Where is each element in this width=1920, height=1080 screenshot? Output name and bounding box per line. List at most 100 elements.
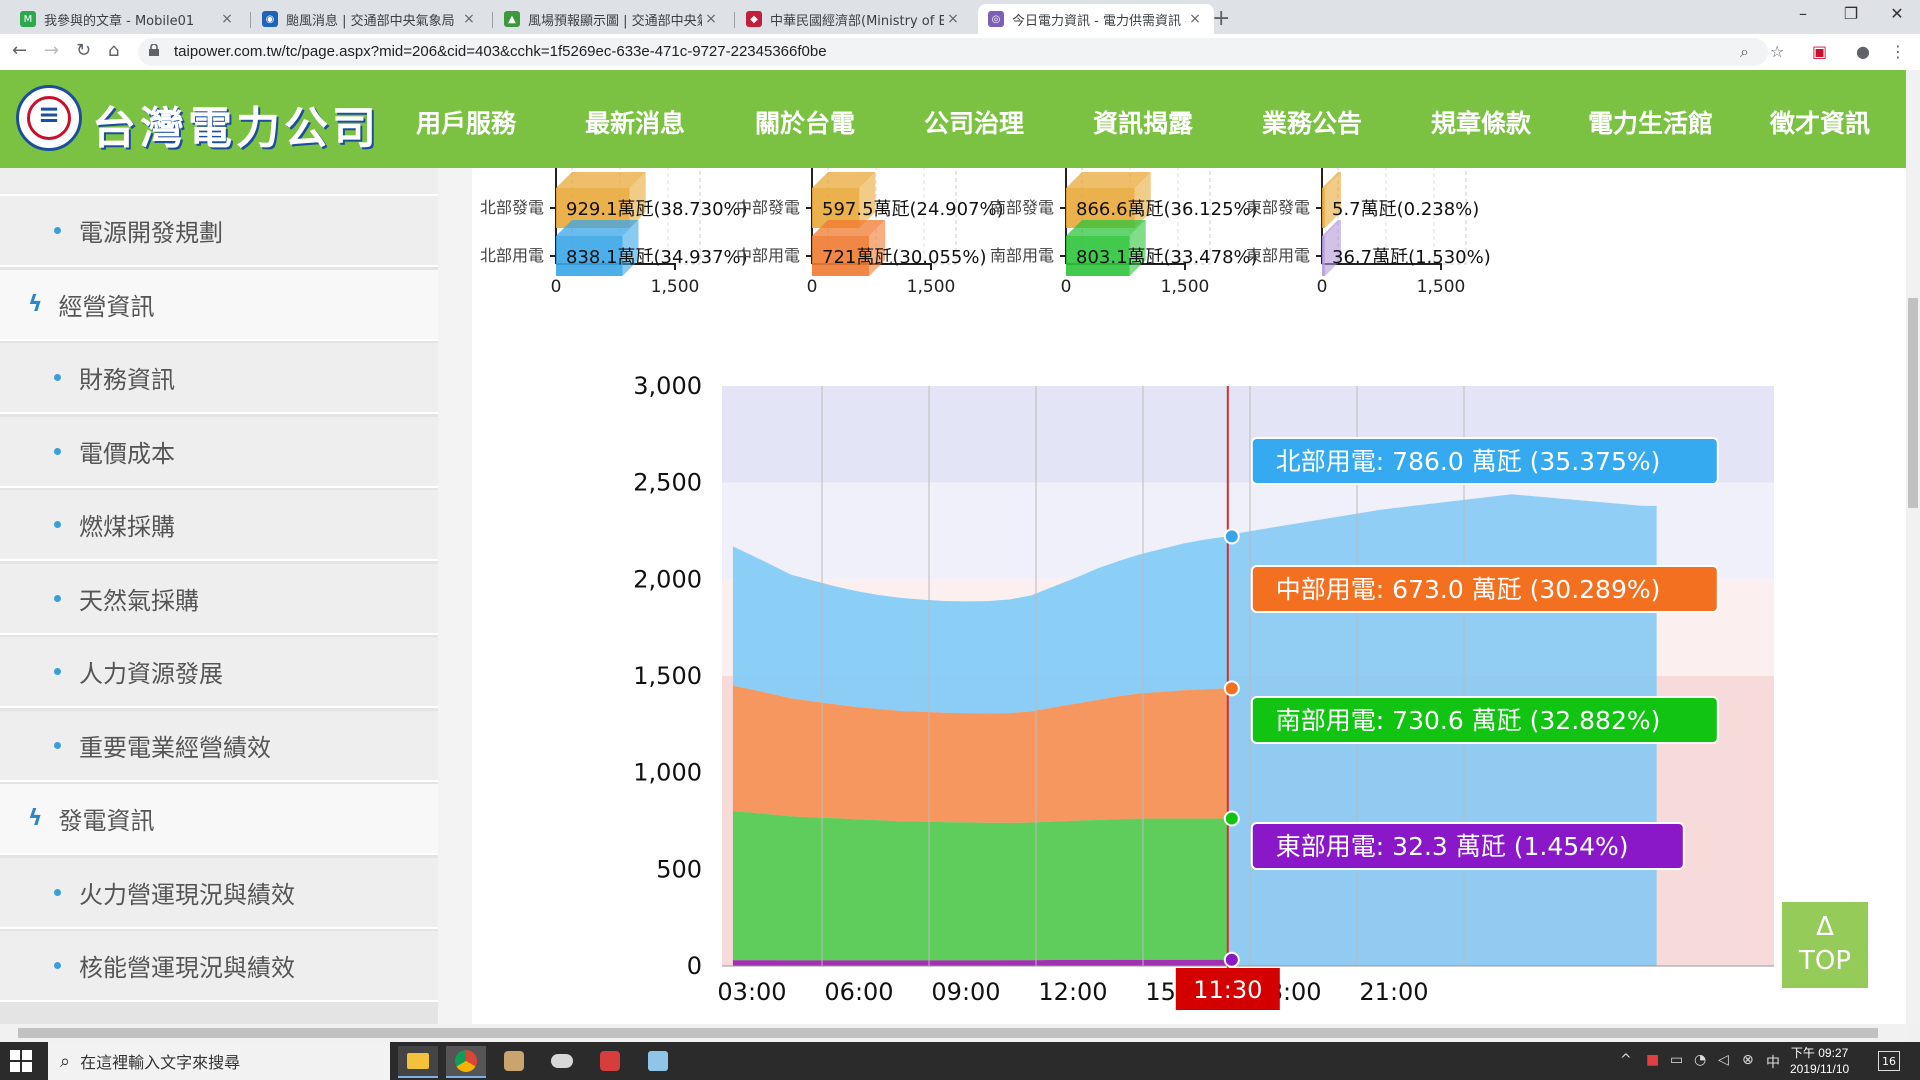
reload-icon[interactable]: ↻ [76,40,92,61]
back-to-top-button[interactable]: Δ TOP [1782,902,1868,988]
sidebar-section-header[interactable]: ϟ 發電資訊 [0,784,438,855]
tab-close-icon[interactable]: × [705,11,717,27]
tab-favicon-icon: M [20,11,36,27]
tray-network-icon[interactable]: ◔ [1694,1052,1707,1068]
site-logo-text[interactable]: 台灣電力公司 [92,103,380,154]
area-series [732,685,1228,823]
zoom-icon[interactable]: ⌕ [1740,42,1749,61]
app-icon-3[interactable] [590,1046,630,1076]
taipower-logo-icon[interactable] [16,85,82,151]
sidebar-item[interactable]: 電價成本 [0,416,438,488]
maximize-button[interactable]: ❐ [1843,4,1859,23]
data-point-marker [1223,680,1240,697]
up-arrow-icon: Δ [1816,912,1834,942]
sidebar-item[interactable]: 人力資源發展 [0,637,438,708]
close-window-button[interactable]: ✕ [1890,4,1904,23]
site-header: 台灣電力公司 用戶服務 最新消息 關於台電 公司治理 資訊揭露 業務公告 規章條款 電力生活館… [0,70,1906,168]
y-tick-label: 1,500 [633,662,702,690]
sidebar-item[interactable]: 天然氣採購 [0,563,438,635]
x-tick-label: 1,500 [1417,277,1466,297]
tab-favicon-icon: ▲ [504,11,520,27]
nav-item[interactable]: 關於台電 [755,109,856,138]
browser-tab[interactable]: ▲ 風場預報顯示圖 | 交通部中央氣象× [494,4,730,34]
sidebar-item[interactable]: 核能營運現況與績效 [0,931,438,1002]
url-field[interactable]: taipower.com.tw/tc/page.aspx?mid=206&cid… [138,38,1768,66]
sidebar-section-header[interactable]: ϟ 經營資訊 [0,269,438,341]
category-label: 東部用電 [1246,246,1310,265]
tab-close-icon[interactable]: × [947,11,959,27]
tab-close-icon[interactable]: × [1189,11,1201,27]
horizontal-scrollbar[interactable] [0,1024,1906,1042]
file-explorer-icon[interactable] [398,1046,438,1078]
tray-ime-icon[interactable]: 中 [1766,1055,1780,1071]
tray-misc-icon[interactable]: ⊗ [1742,1052,1754,1068]
app-icon-2[interactable] [542,1046,582,1076]
nav-item[interactable]: 最新消息 [585,109,686,138]
tooltip-text: 東部用電: 32.3 萬瓩 (1.454%) [1276,832,1629,861]
profile-icon[interactable]: ● [1856,42,1870,61]
power-chart-panel: 北部發電 929.1萬瓩(38.730%) 北部用電 838.1萬瓩(34.937%)… [480,151,1774,1010]
data-label: 929.1萬瓩(38.730%) [566,199,748,220]
category-label: 中部發電 [736,198,800,217]
taskbar-search[interactable]: ⌕ 在這裡輸入文字來搜尋 [48,1042,390,1080]
tray-volume-icon[interactable]: ◁ [1718,1052,1729,1068]
nav-item[interactable]: 規章條款 [1431,109,1532,138]
app-icon-4[interactable] [638,1046,678,1076]
nav-item[interactable]: 用戶服務 [416,109,517,138]
taskbar-clock[interactable]: 下午 09:27 2019/11/10 [1790,1045,1849,1077]
bullet-icon [54,374,61,381]
nav-item[interactable]: 業務公告 [1262,109,1363,138]
area-series [732,959,1228,966]
tab-close-icon[interactable]: × [463,11,475,27]
nav-item[interactable]: 資訊揭露 [1093,109,1194,138]
bar-top-face [556,172,646,188]
tray-expand-icon[interactable]: ^ [1620,1052,1632,1068]
tray-battery-icon[interactable]: ▭ [1670,1052,1684,1068]
sidebar-item[interactable]: 電源開發規劃 [0,196,438,267]
notification-icon[interactable]: 16 [1878,1051,1900,1071]
tray-security-icon[interactable]: ■ [1646,1052,1660,1068]
x-tick-label: 0 [551,277,562,297]
bar [1322,188,1325,228]
sidebar-item[interactable]: 燃煤採購 [0,490,438,561]
sidebar-item[interactable]: 火力營運現況與績效 [0,857,438,929]
y-tick-label: 2,500 [633,469,702,497]
extension-icon[interactable]: ▣ [1812,42,1828,61]
sidebar-item[interactable]: 財務資訊 [0,343,438,414]
home-icon[interactable]: ⌂ [108,40,120,61]
browser-tab[interactable]: ◆ 中華民國經濟部(Ministry of Econ× [736,4,972,34]
bar-side-face [622,220,639,276]
sidebar-item-label: 電源開發規劃 [79,219,223,247]
x-tick-label: 09:00 [931,978,1000,1006]
menu-icon[interactable]: ⋮ [1890,42,1906,61]
taskbar-search-placeholder: 在這裡輸入文字來搜尋 [80,1053,241,1072]
tab-close-icon[interactable]: × [221,11,233,27]
x-tick-label: 06:00 [824,978,893,1006]
back-icon[interactable]: ← [12,40,28,61]
browser-tab[interactable]: ◉ 颱風消息 | 交通部中央氣象局 × [252,4,488,34]
browser-tab[interactable]: ◎ 今日電力資訊 - 電力供需資訊 - 台× [978,4,1214,34]
bookmark-star-icon[interactable]: ☆ [1770,42,1785,61]
bar-top-face [1066,220,1146,236]
bar-top-face [812,220,886,236]
data-point-marker [1223,810,1240,827]
new-tab-button[interactable]: + [1212,6,1231,31]
browser-tab[interactable]: M 我參與的文章 - Mobile01 × [10,4,246,34]
app-icon-1[interactable] [494,1046,534,1076]
nav-item[interactable]: 公司治理 [924,109,1025,138]
minimize-button[interactable]: – [1799,4,1807,23]
x-tick-label: 12:00 [1038,978,1107,1006]
category-label: 南部用電 [990,246,1054,265]
vertical-scrollbar[interactable] [1906,70,1920,1024]
nav-item[interactable]: 徵才資訊 [1770,109,1871,138]
current-time-label: 11:30 [1193,976,1262,1004]
windows-start-icon[interactable] [10,1050,32,1072]
forward-icon[interactable]: → [44,40,60,61]
bar [1322,236,1325,276]
y-tick-label: 0 [687,952,702,980]
y-tick-label: 500 [656,855,702,883]
nav-item[interactable]: 電力生活館 [1588,109,1714,138]
chrome-icon[interactable] [446,1046,486,1078]
sidebar-item-label: 人力資源發展 [79,660,223,688]
sidebar-item[interactable]: 重要電業經營績效 [0,710,438,782]
